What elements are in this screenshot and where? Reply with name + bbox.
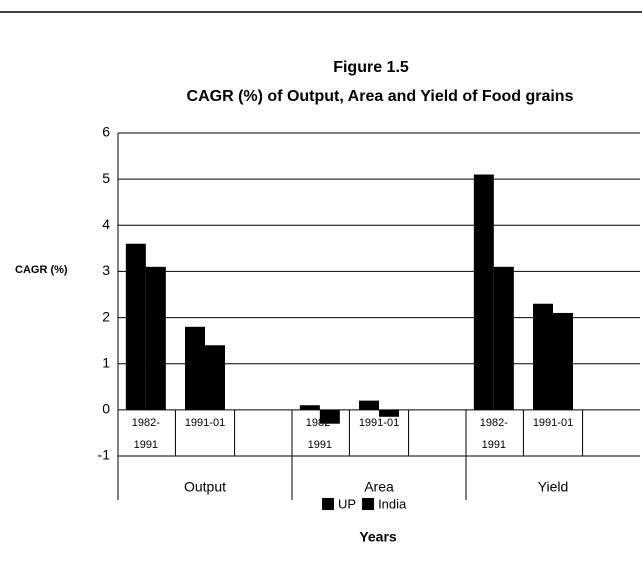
legend-label: UP xyxy=(338,496,356,511)
legend-swatch xyxy=(322,498,334,510)
bar xyxy=(493,266,514,410)
bar xyxy=(533,303,553,410)
group-label: Yield xyxy=(538,479,569,495)
bar xyxy=(145,266,166,410)
bar xyxy=(205,345,225,410)
x-tick-label: 1991-01 xyxy=(358,416,400,429)
bar xyxy=(185,326,205,410)
y-tick-label: 6 xyxy=(102,124,110,140)
y-tick-label: 3 xyxy=(102,262,110,278)
y-tick-label: 2 xyxy=(102,308,110,324)
bar xyxy=(553,312,573,410)
x-tick-label: 1982-1991 xyxy=(131,416,160,451)
y-tick-label: 0 xyxy=(102,401,110,417)
x-tick-label: 1982-1991 xyxy=(479,416,508,451)
bar xyxy=(473,174,494,410)
chart-subtitle: CAGR (%) of Output, Area and Yield of Fo… xyxy=(187,88,574,105)
legend-swatch xyxy=(362,498,375,510)
group-label: Output xyxy=(184,479,226,495)
y-tick-label: 5 xyxy=(102,170,110,186)
x-tick-label: 1982-1991 xyxy=(305,416,334,451)
y-tick-label: 4 xyxy=(102,216,110,232)
legend-label: India xyxy=(378,496,407,511)
y-tick-label: 1 xyxy=(102,354,110,370)
y-tick-label: -1 xyxy=(98,447,111,463)
bar xyxy=(319,409,340,424)
bar xyxy=(359,400,379,410)
group-label: Area xyxy=(364,479,394,495)
x-tick-label: 1991-01 xyxy=(184,416,226,429)
bar xyxy=(379,409,399,417)
x-axis-label: Years xyxy=(359,529,397,545)
y-axis-label: CAGR (%) xyxy=(15,264,68,276)
bar xyxy=(125,243,146,410)
bar xyxy=(299,405,320,410)
chart-title: Figure 1.5 xyxy=(333,59,409,76)
x-tick-label: 1991-01 xyxy=(532,416,574,429)
